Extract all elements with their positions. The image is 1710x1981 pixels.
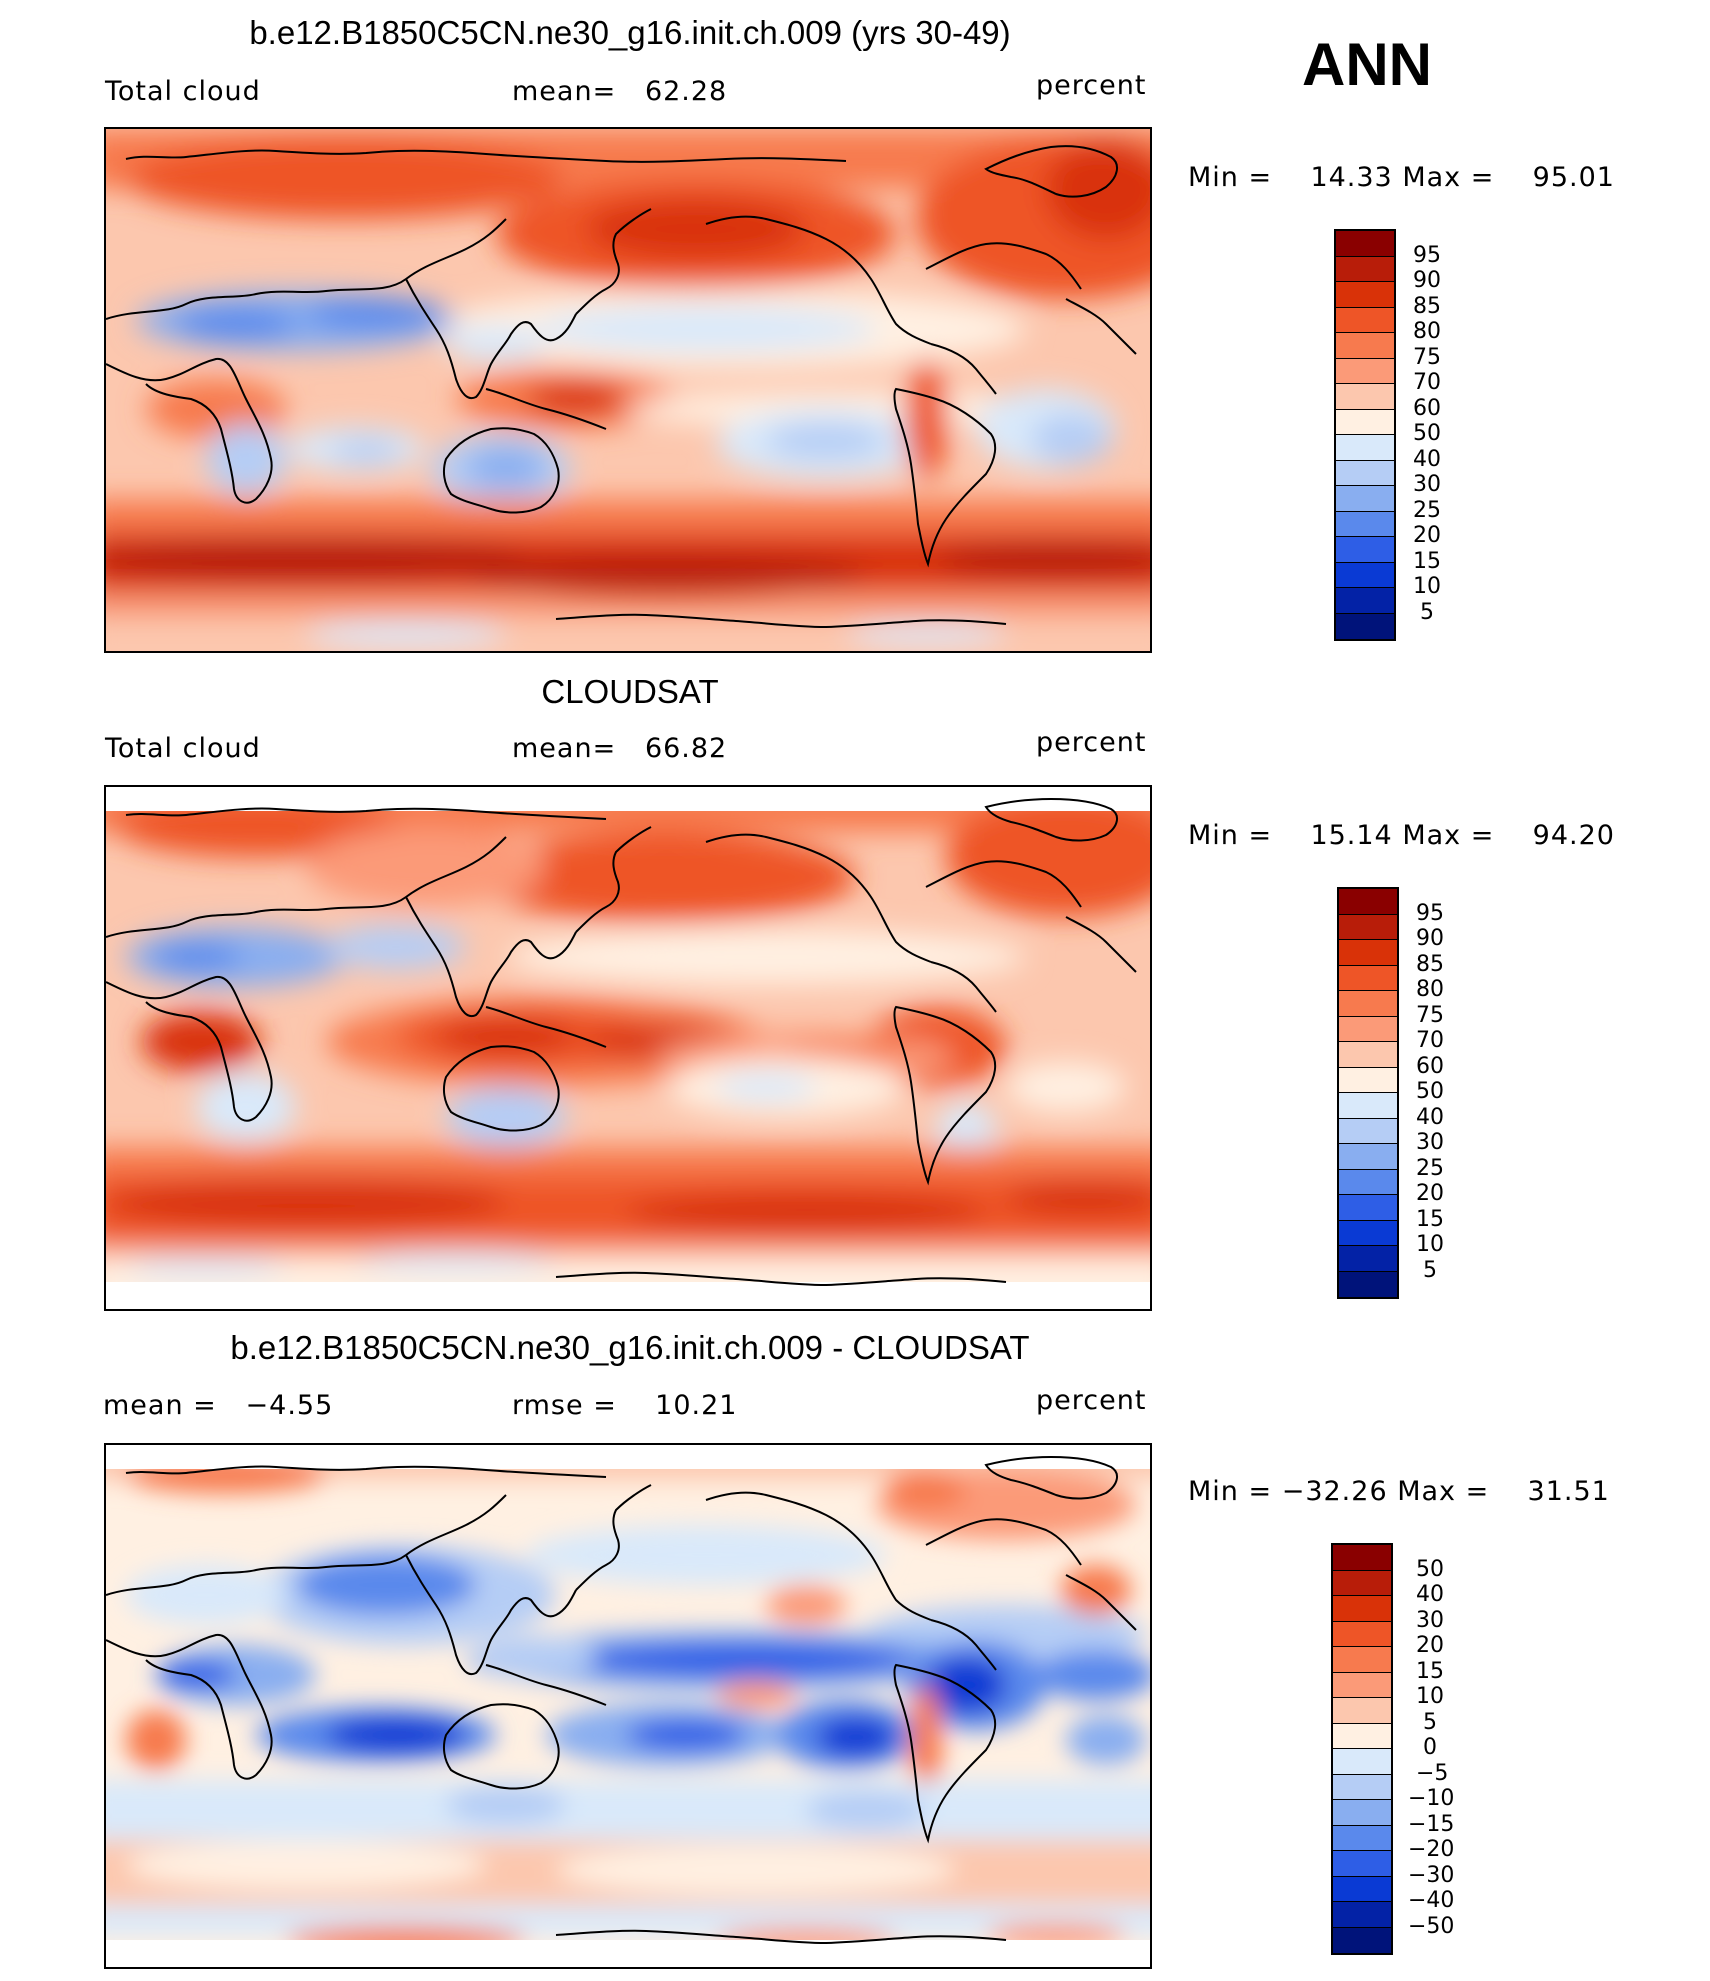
panel-3-title: b.e12.B1850C5CN.ne30_g16.init.ch.009 - C…: [230, 1329, 1030, 1366]
cb1-label: 75: [1413, 345, 1441, 370]
cb1-label: 5: [1420, 600, 1434, 625]
cb2-label: 50: [1416, 1079, 1444, 1104]
model-cloud-map: [104, 127, 1152, 653]
cloudsat-cloud-map: [104, 785, 1152, 1311]
cloudsat-colorbar: [1337, 887, 1399, 1299]
panel-1-units-label: percent: [1036, 70, 1147, 101]
cb2-label: 90: [1416, 926, 1444, 951]
panel-1-left-label: Total cloud: [105, 76, 261, 107]
cb2-label: 15: [1416, 1207, 1444, 1232]
panel-3-units-label: percent: [1036, 1385, 1147, 1416]
coastlines: [106, 1455, 1137, 1945]
model-colorbar: [1334, 229, 1396, 641]
coastlines: [106, 797, 1137, 1287]
cb3-label: 0: [1423, 1735, 1437, 1760]
cb2-label: 40: [1416, 1105, 1444, 1130]
cb3-label: 50: [1416, 1557, 1444, 1582]
cb3-label: 5: [1423, 1710, 1437, 1735]
cb1-label: 30: [1413, 472, 1441, 497]
cb2-label: 95: [1416, 901, 1444, 926]
cb2-label: 25: [1416, 1156, 1444, 1181]
cb1-label: 40: [1413, 447, 1441, 472]
cb1-label: 10: [1413, 574, 1441, 599]
panel-2-units-label: percent: [1036, 727, 1147, 758]
panel-2-title: CLOUDSAT: [541, 673, 719, 710]
coastlines: [106, 145, 1137, 629]
cb1-label: 90: [1413, 268, 1441, 293]
cb1-label: 50: [1413, 421, 1441, 446]
cb2-label: 70: [1416, 1028, 1444, 1053]
cb3-label: −15: [1408, 1812, 1455, 1837]
cb1-label: 70: [1413, 370, 1441, 395]
cb1-label: 25: [1413, 498, 1441, 523]
model-cloud-map-svg: [106, 129, 1150, 651]
cb2-label: 85: [1416, 952, 1444, 977]
panel-3-mean-label: mean = −4.55: [103, 1390, 334, 1421]
cb3-label: 15: [1416, 1659, 1444, 1684]
panel-3-rmse-label: rmse = 10.21: [512, 1390, 738, 1421]
cb2-label: 75: [1416, 1003, 1444, 1028]
cb3-label: 20: [1416, 1633, 1444, 1658]
cb3-label: −30: [1408, 1863, 1455, 1888]
cb2-label: 10: [1416, 1232, 1444, 1257]
cb1-label: 85: [1413, 294, 1441, 319]
cb1-label: 60: [1413, 396, 1441, 421]
difference-map: [104, 1443, 1152, 1969]
cb2-label: 60: [1416, 1054, 1444, 1079]
cb3-label: −50: [1408, 1914, 1455, 1939]
cb3-label: 10: [1416, 1684, 1444, 1709]
cb3-label: 40: [1416, 1582, 1444, 1607]
panel-2-minmax: Min = 15.14 Max = 94.20: [1188, 820, 1615, 851]
cb1-label: 80: [1413, 319, 1441, 344]
panel-2-left-label: Total cloud: [105, 733, 261, 764]
panel-1-title: b.e12.B1850C5CN.ne30_g16.init.ch.009 (yr…: [249, 14, 1011, 51]
cb1-label: 95: [1413, 243, 1441, 268]
panel-1-minmax: Min = 14.33 Max = 95.01: [1188, 162, 1615, 193]
cb3-label: 30: [1416, 1608, 1444, 1633]
cb3-label: −40: [1408, 1888, 1455, 1913]
cb3-label: −20: [1408, 1837, 1455, 1862]
cb1-label: 15: [1413, 549, 1441, 574]
panel-1-mean-label: mean= 62.28: [512, 76, 728, 107]
panel-2-mean-label: mean= 66.82: [512, 733, 728, 764]
difference-map-svg: [106, 1445, 1150, 1967]
cb1-label: 20: [1413, 523, 1441, 548]
difference-colorbar: [1331, 1543, 1393, 1955]
panel-3-minmax: Min = −32.26 Max = 31.51: [1188, 1476, 1610, 1507]
cb2-label: 20: [1416, 1181, 1444, 1206]
cb2-label: 30: [1416, 1130, 1444, 1155]
season-label: ANN: [1302, 31, 1432, 98]
cb2-label: 5: [1423, 1258, 1437, 1283]
cb2-label: 80: [1416, 977, 1444, 1002]
cb3-label: −10: [1408, 1786, 1455, 1811]
cb3-label: −5: [1416, 1761, 1449, 1786]
cloudsat-cloud-map-svg: [106, 787, 1150, 1309]
